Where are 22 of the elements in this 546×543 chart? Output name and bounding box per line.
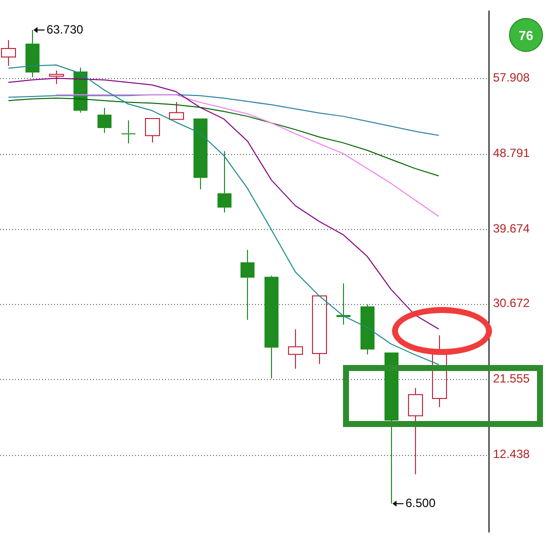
candlestick: [360, 304, 374, 355]
y-tick-label: 48.791: [493, 146, 530, 160]
y-tick-label: 12.438: [493, 446, 530, 461]
y-tick-label: 30.672: [493, 296, 530, 310]
candlestick: [169, 102, 184, 120]
candlestick: [98, 107, 112, 134]
candlestick: [264, 275, 278, 379]
y-tick-label: 39.674: [493, 221, 530, 236]
candlestick: [218, 150, 232, 213]
y-tick-label: 57.908: [493, 70, 530, 84]
candlestick: [49, 70, 64, 84]
candlestick: [122, 120, 136, 144]
annotation: 63.730: [46, 22, 84, 36]
candlestick: [240, 249, 254, 320]
candlestick: [1, 40, 16, 66]
candlestick: [408, 387, 423, 475]
candlestick: [288, 328, 303, 370]
y-tick-label: 21.555: [493, 371, 530, 386]
candlestick: [312, 295, 327, 364]
text: 76: [509, 18, 543, 52]
candlestick: [145, 118, 160, 143]
annotation: 6.500: [406, 496, 436, 510]
